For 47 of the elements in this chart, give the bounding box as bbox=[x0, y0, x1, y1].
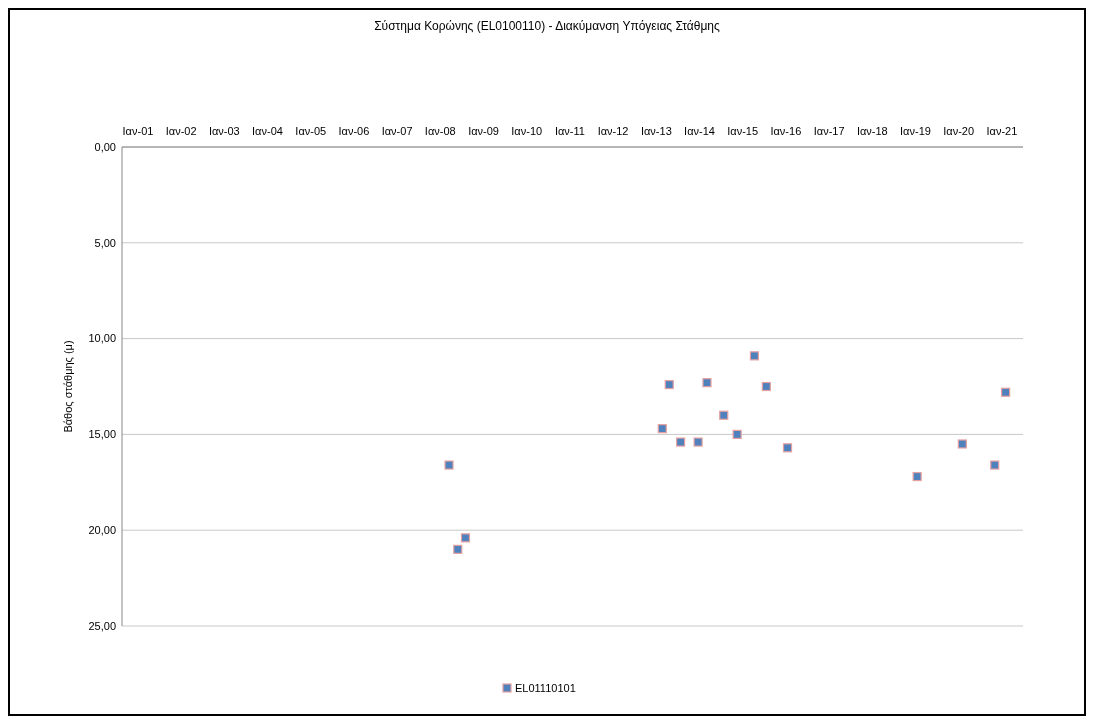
point bbox=[782, 443, 793, 453]
x-tick-label: Ιαν-14 bbox=[684, 125, 715, 137]
x-tick-label: Ιαν-16 bbox=[770, 125, 802, 137]
point bbox=[444, 460, 454, 470]
point bbox=[719, 410, 729, 420]
x-tick-label: Ιαν-15 bbox=[727, 125, 759, 137]
x-tick-label: Ιαν-07 bbox=[381, 125, 413, 137]
x-tick-label: Ιαν-11 bbox=[554, 125, 585, 137]
y-tick-label: 5,00 bbox=[94, 236, 116, 249]
point bbox=[453, 544, 463, 554]
chart-title: Σύστημα Κορώνης (EL0100110) - Διακύμανση Υπόγειας Στάθμης bbox=[374, 19, 721, 33]
y-axis-title: Βάθος στάθμης (μ) bbox=[62, 340, 74, 433]
point bbox=[676, 437, 686, 447]
point bbox=[761, 381, 771, 392]
point bbox=[990, 460, 1000, 470]
point bbox=[732, 429, 742, 439]
x-tick-label: Ιαν-02 bbox=[165, 125, 197, 137]
x-tick-label: Ιαν-05 bbox=[295, 125, 327, 137]
x-tick-label: Ιαν-18 bbox=[856, 125, 888, 137]
x-tick-label: Ιαν-21 bbox=[986, 125, 1018, 137]
x-tick-label: Ιαν-13 bbox=[640, 125, 672, 137]
point bbox=[912, 471, 922, 482]
x-tick-label: Ιαν-04 bbox=[252, 125, 283, 137]
point bbox=[657, 424, 667, 434]
point bbox=[1001, 387, 1011, 397]
x-tick-label: Ιαν-08 bbox=[424, 125, 456, 137]
x-tick-label: Ιαν-09 bbox=[468, 125, 499, 137]
x-tick-label: Ιαν-12 bbox=[597, 125, 629, 137]
point bbox=[460, 533, 471, 543]
legend-label: EL01110101 bbox=[515, 681, 576, 694]
x-tick-label: Ιαν-17 bbox=[813, 125, 845, 137]
y-tick-label: 20,00 bbox=[88, 524, 116, 537]
y-tick-label: 10,00 bbox=[88, 332, 116, 345]
x-tick-label: Ιαν-10 bbox=[511, 125, 543, 137]
y-tick-label: 25,00 bbox=[88, 619, 116, 632]
x-tick-label: Ιαν-03 bbox=[208, 125, 240, 137]
point bbox=[702, 378, 712, 388]
point bbox=[664, 379, 674, 390]
x-tick-label: Ιαν-01 bbox=[122, 125, 154, 137]
point bbox=[693, 437, 703, 447]
y-tick-label: 0,00 bbox=[94, 140, 116, 153]
x-tick-label: Ιαν-20 bbox=[943, 125, 975, 137]
x-tick-label: Ιαν-19 bbox=[900, 125, 931, 137]
point bbox=[749, 351, 759, 361]
point bbox=[957, 439, 967, 449]
y-tick-label: 15,00 bbox=[88, 428, 116, 441]
x-tick-label: Ιαν-06 bbox=[338, 125, 370, 137]
